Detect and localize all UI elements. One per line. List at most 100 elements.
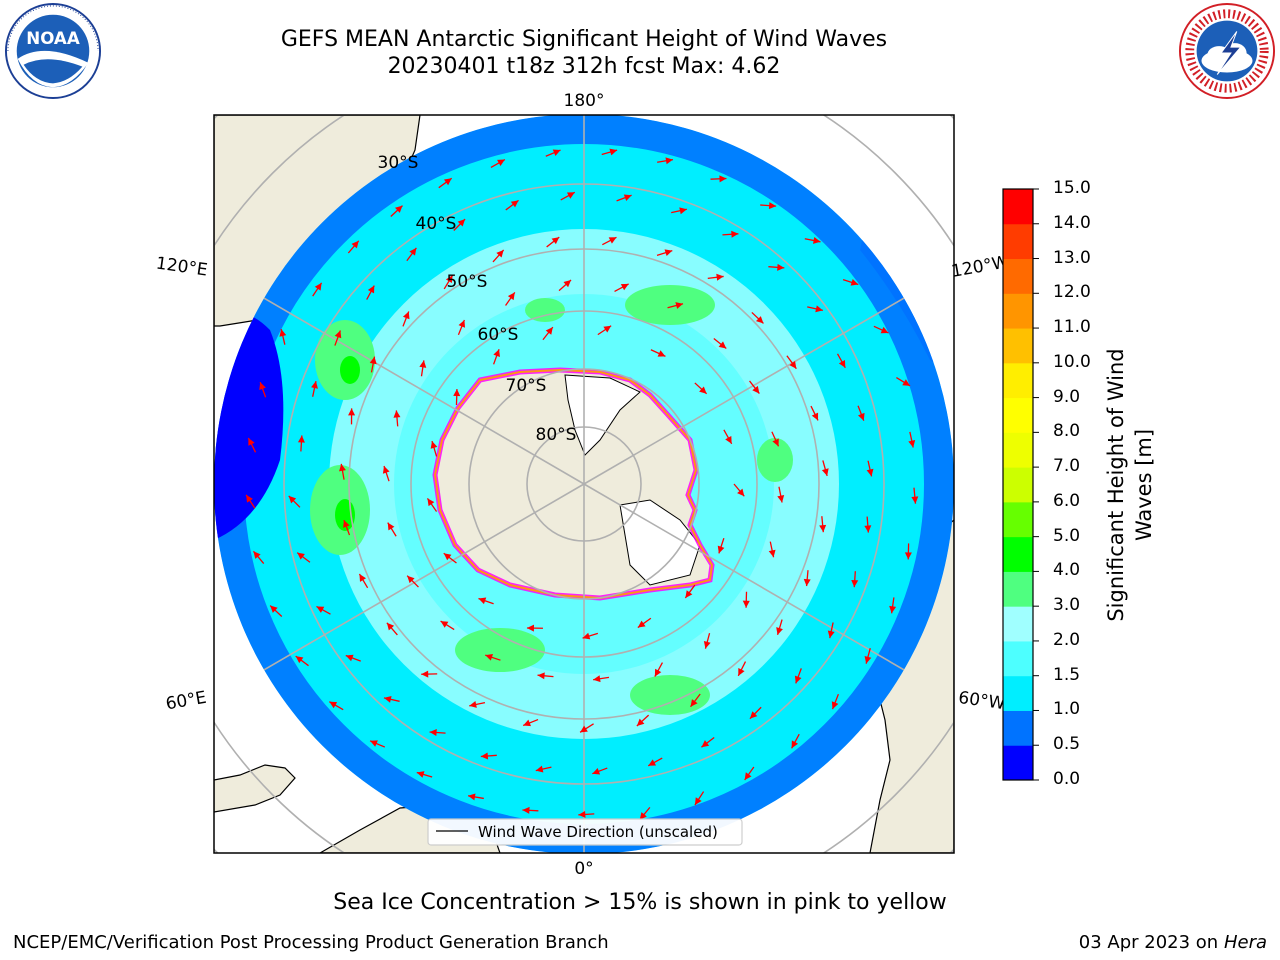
wave-direction-arrowhead bbox=[752, 385, 760, 394]
wave-direction-arrowhead bbox=[851, 579, 859, 588]
colorbar-swatch bbox=[1003, 571, 1033, 607]
lon-label-60w: 60°W bbox=[957, 688, 1006, 714]
wave-direction-arrowhead bbox=[382, 465, 390, 474]
wave-direction-arrowhead bbox=[648, 759, 657, 766]
colorbar-frame bbox=[1002, 188, 1034, 781]
wave-direction-arrowhead bbox=[908, 439, 916, 448]
colorbar-swatch bbox=[1003, 606, 1033, 642]
wave-direction-arrowhead bbox=[719, 175, 727, 183]
wave-direction-arrowhead bbox=[777, 494, 785, 503]
wave-direction-arrowhead bbox=[580, 725, 588, 733]
wave-direction-arrowhead bbox=[469, 700, 477, 708]
wave-direction-arrowhead bbox=[295, 656, 304, 664]
wave-direction-arrowhead bbox=[609, 148, 618, 156]
wave-direction-arrowhead bbox=[345, 654, 354, 662]
wave-direction-arrowhead bbox=[535, 765, 544, 773]
footer-date: 03 Apr 2023 on Hera bbox=[1079, 932, 1267, 953]
wave-direction-arrowhead bbox=[593, 675, 601, 683]
wave-direction-arrowhead bbox=[480, 752, 489, 760]
colorbar-tick-label: 4.0 bbox=[1053, 560, 1081, 581]
legend-label: Wind Wave Direction (unscaled) bbox=[478, 823, 718, 841]
wave-direction-arrowhead bbox=[387, 522, 395, 531]
colorbar-swatch bbox=[1003, 362, 1033, 399]
lon-label-120w: 120°W bbox=[950, 252, 1011, 282]
africa-land bbox=[214, 764, 296, 813]
wave-direction-arrowhead bbox=[791, 740, 799, 749]
wave-direction-arrowhead bbox=[563, 280, 572, 288]
wave-direction-arrowhead bbox=[657, 350, 666, 357]
colorbar-swatch bbox=[1003, 675, 1033, 711]
wave-direction-arrowhead bbox=[866, 468, 874, 477]
wave-direction-arrowhead bbox=[864, 525, 872, 533]
wave-direction-arrowhead bbox=[768, 202, 777, 210]
wave-direction-arrowhead bbox=[694, 797, 702, 806]
wave-direction-arrowhead bbox=[819, 524, 827, 533]
wave-direction-arrowhead bbox=[772, 438, 779, 447]
colorbar-tick-label: 6.0 bbox=[1053, 490, 1081, 511]
wave-direction-arrowhead bbox=[468, 793, 476, 801]
lon-label-60e: 60°E bbox=[164, 688, 208, 715]
wave-direction-arrowhead bbox=[552, 149, 561, 156]
wave-direction-arrowhead bbox=[522, 806, 530, 814]
wave-direction-arrowhead bbox=[253, 551, 261, 559]
wave-direction-arrowhead bbox=[827, 630, 835, 639]
colorbar-swatch bbox=[1003, 293, 1033, 329]
wave-direction-arrowhead bbox=[608, 237, 617, 244]
wave-direction-arrowhead bbox=[639, 812, 647, 820]
wave-direction-arrowhead bbox=[803, 578, 811, 587]
wave-direction-arrowhead bbox=[578, 810, 586, 818]
lon-label-120e: 120°E bbox=[155, 254, 209, 281]
wave-direction-arrowhead bbox=[566, 192, 575, 199]
wave-direction-arrowhead bbox=[850, 279, 859, 286]
wave-direction-arrowhead bbox=[603, 325, 612, 333]
colorbar-tick-label: 14.0 bbox=[1053, 212, 1091, 233]
wave-direction-arrowhead bbox=[911, 496, 919, 504]
wave-direction-arrowhead bbox=[831, 701, 839, 710]
wave-direction-arrowhead bbox=[675, 302, 684, 309]
wave-direction-arrowhead bbox=[510, 200, 519, 208]
wave-direction-arrowhead bbox=[716, 273, 724, 281]
wave-direction-arrowhead bbox=[742, 600, 750, 608]
wave-direction-arrowhead bbox=[526, 624, 535, 632]
wave-direction-arrowhead bbox=[794, 675, 802, 684]
wave-direction-arrowhead bbox=[443, 553, 452, 561]
wave-direction-arrowhead bbox=[421, 670, 429, 678]
wave-direction-arrowhead bbox=[394, 205, 403, 213]
wave-direction-arrowhead bbox=[246, 494, 253, 503]
wave-direction-arrowhead bbox=[545, 327, 553, 335]
wave-direction-arrowhead bbox=[457, 219, 466, 227]
map-frame bbox=[213, 114, 955, 854]
wave-direction-arrowhead bbox=[314, 282, 322, 291]
wave-direction-arrowhead bbox=[812, 237, 821, 244]
wave-direction-arrowhead bbox=[768, 549, 776, 558]
wave-direction-arrowhead bbox=[339, 463, 346, 472]
wave-direction-arrowhead bbox=[386, 622, 395, 631]
footer-host: Hera bbox=[1223, 932, 1267, 953]
wave-direction-arrowhead bbox=[288, 495, 297, 504]
wave-direction-arrowhead bbox=[620, 283, 629, 291]
wave-direction-arrowhead bbox=[496, 249, 504, 258]
colorbar-tick-label: 12.0 bbox=[1053, 282, 1091, 303]
wave-direction-arrowhead bbox=[367, 285, 375, 294]
wave-direction-arrowhead bbox=[248, 437, 255, 446]
wave-direction-arrowhead bbox=[637, 620, 646, 628]
sea-ice-caption: Sea Ice Concentration > 15% is shown in … bbox=[333, 890, 947, 915]
wave-direction-arrowhead bbox=[737, 488, 745, 497]
wave-direction-arrowhead bbox=[297, 552, 305, 560]
wave-direction-arrowhead bbox=[889, 605, 897, 614]
colorbar-swatch bbox=[1003, 397, 1033, 433]
wave-direction-arrowhead bbox=[416, 771, 425, 778]
wave-direction-arrowhead bbox=[857, 412, 865, 421]
wave-direction-arrowhead bbox=[582, 632, 591, 640]
polar-disc bbox=[214, 115, 954, 853]
colorbar-swatch bbox=[1003, 536, 1033, 572]
lat-label-50s: 50°S bbox=[447, 272, 488, 292]
national-weather-service-logo bbox=[1178, 2, 1276, 100]
wave-direction-arrowhead bbox=[334, 330, 342, 339]
colorbar-title: Significant Height of Wind Waves [m] bbox=[1102, 348, 1158, 621]
wave-direction-arrowhead bbox=[537, 672, 545, 680]
colorbar-swatch bbox=[1003, 640, 1033, 677]
wave-direction-arrowhead bbox=[409, 247, 417, 256]
wave-direction-arrowhead bbox=[864, 655, 872, 664]
lon-label-0: 0° bbox=[574, 859, 593, 879]
